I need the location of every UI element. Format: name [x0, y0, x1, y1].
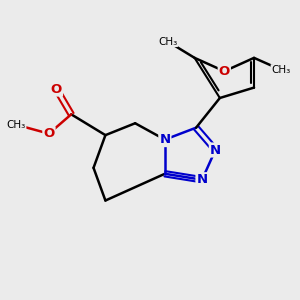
- Text: CH₃: CH₃: [7, 120, 26, 130]
- Text: CH₃: CH₃: [158, 37, 178, 46]
- Text: N: N: [159, 133, 170, 146]
- Text: O: O: [51, 82, 62, 96]
- Text: CH₃: CH₃: [271, 65, 290, 75]
- Text: O: O: [219, 65, 230, 78]
- Text: O: O: [43, 127, 55, 140]
- Text: N: N: [210, 143, 221, 157]
- Text: N: N: [196, 173, 208, 186]
